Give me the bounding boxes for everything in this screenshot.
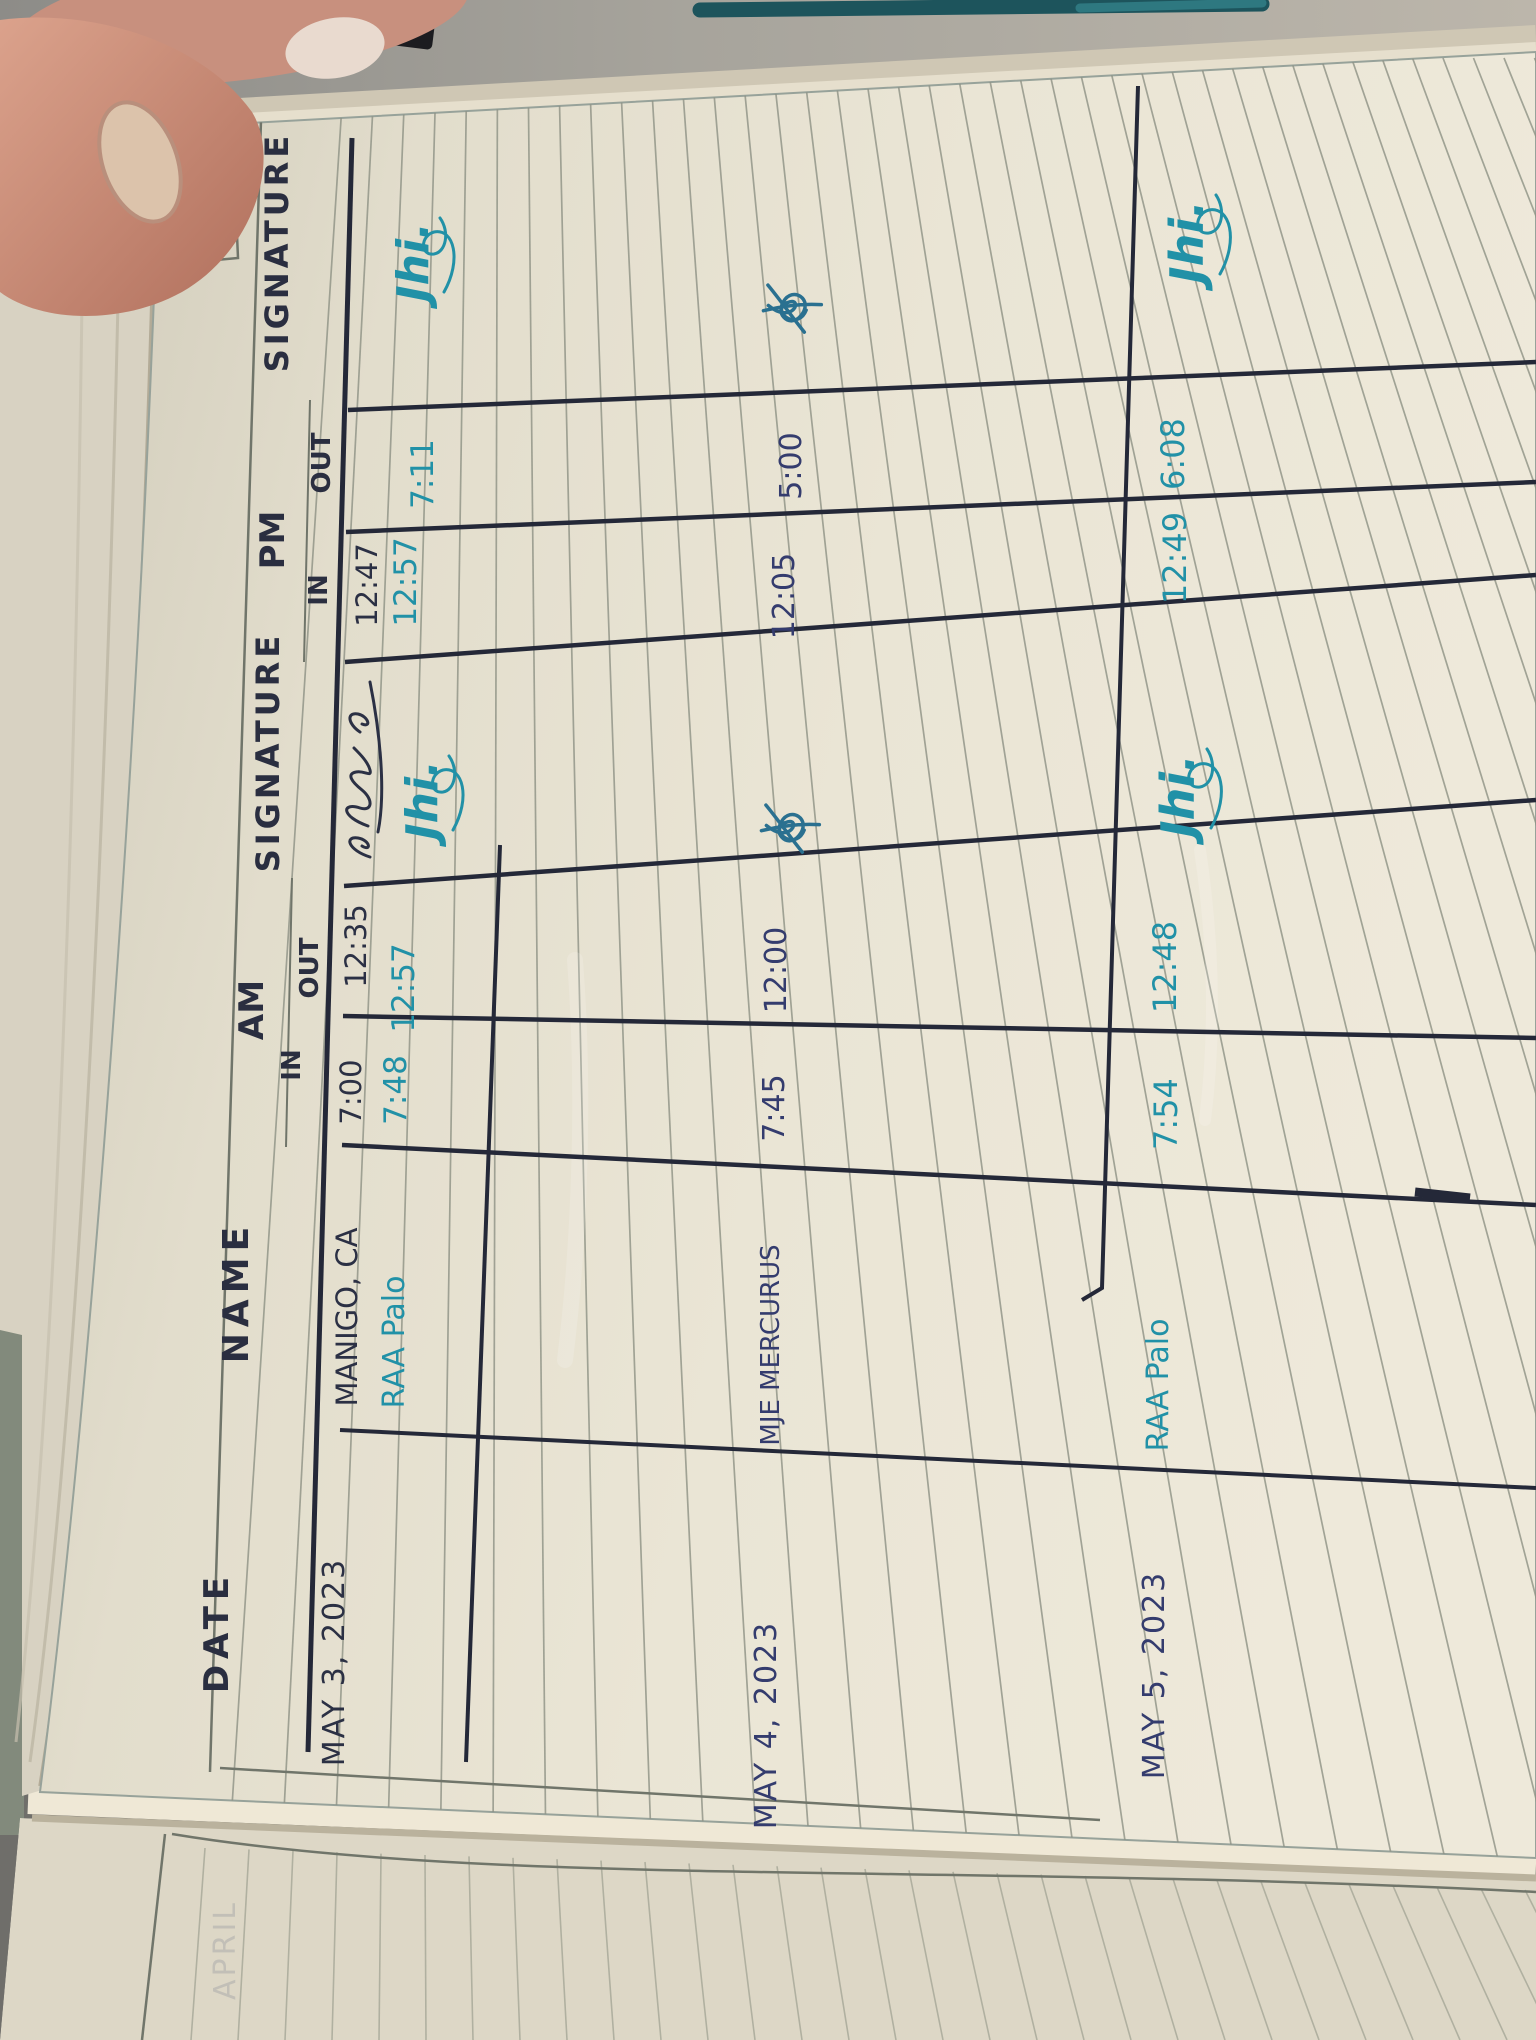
name-cell: MJE MERCURUS (756, 1244, 786, 1445)
am-out-cell: 12:00 (759, 927, 794, 1013)
signature-jhi-am: Jhi. (397, 754, 465, 848)
col-line-amin-name (341, 1142, 1536, 1208)
header-date: DATE (197, 1571, 237, 1693)
col-line-sig2-pmout (347, 359, 1536, 413)
date-cell: MAY 4, 2023 (749, 1621, 784, 1829)
col-line-name-date (339, 1428, 1536, 1490)
thumb-nail (97, 100, 183, 224)
date-cell: MAY 3, 2023 (317, 1558, 352, 1766)
signature-cursive-manigo (345, 680, 384, 859)
row-line-may3-may4 (464, 844, 502, 1763)
teal-object-highlight (1075, 0, 1267, 13)
underlying-table-left-line (140, 1833, 167, 2040)
am-in-cell: 7:00 (334, 1059, 368, 1124)
signature-jhi-am: Jhi. (1151, 747, 1223, 846)
background-sliver (0, 1330, 24, 1835)
header-pm-in: IN (304, 574, 334, 605)
date-cell: MAY 5, 2023 (1137, 1571, 1172, 1779)
col-line-pmin-sig1 (344, 572, 1536, 665)
signature-text: Jhi. (1151, 754, 1205, 845)
am-in-cell: 7:48 (378, 1055, 414, 1125)
underlying-page: APRIL (0, 1818, 1536, 2040)
table-header: DATE NAME AM IN OUT SIGNATURE PM IN OUT … (197, 132, 337, 1693)
signature-text: Jhi. (397, 760, 448, 848)
ink-blob (1414, 1187, 1471, 1203)
header-am: AM (232, 980, 272, 1040)
pm-in-cell: 12:57 (388, 537, 424, 626)
underlying-ruled-lines (190, 1847, 1536, 2040)
logbook-page (38, 50, 1536, 1860)
row-may-4: MAY 4, 2023 MJE MERCURUS 7:45 12:00 12:0… (749, 283, 825, 1829)
signature-text: Jhi. (1160, 200, 1214, 291)
am-out-cell: 12:57 (386, 943, 422, 1032)
header-signature-pm: SIGNATURE (258, 132, 296, 373)
fingertip-highlight (285, 17, 385, 79)
header-am-out: OUT (295, 937, 325, 998)
header-separator-line (305, 137, 355, 1753)
signature-jhi-pm: Jhi. (388, 216, 456, 310)
am-in-cell: 7:54 (1147, 1078, 1185, 1150)
page-edge-roll (27, 1790, 1536, 1876)
table-top-line (208, 87, 264, 1773)
pm-subheader-line (303, 399, 311, 663)
pm-out-cell: 7:11 (405, 439, 441, 509)
signature-text: Jhi. (388, 222, 439, 310)
pm-in-cell: 12:49 (1156, 512, 1194, 604)
header-signature-am: SIGNATURE (249, 632, 287, 873)
ruled-lines (227, 57, 1536, 1858)
am-subheader-line (285, 877, 293, 1148)
table-bottom-pencil-line (219, 1766, 1101, 1822)
name-cell: RAA Palo (1141, 1319, 1176, 1452)
pm-in-cell: 12:05 (767, 553, 802, 639)
header-am-in: IN (277, 1049, 307, 1080)
header-pm-out: OUT (307, 432, 337, 493)
page-edge-under-shadow (31, 1814, 1536, 1882)
pm-out-cell: 5:00 (774, 432, 809, 499)
hand (0, 0, 469, 317)
am-out-cell: 12:48 (1146, 921, 1184, 1013)
page-stack-top-highlight (154, 42, 1536, 130)
col-line-sig1-amout (343, 797, 1536, 889)
col-line-amout-amin (342, 1013, 1536, 1041)
row-line-may4-may5 (1080, 85, 1140, 1302)
am-out-cell: 12:35 (339, 904, 373, 988)
name-cell: MANIGO, CA (330, 1227, 364, 1406)
row-may-3: MAY 3, 2023 MANIGO, CA 7:00 12:35 12:47 … (317, 216, 465, 1766)
page-stack-top-edge (149, 25, 1536, 133)
paper-crease (557, 952, 589, 1368)
paper-crease (1194, 844, 1218, 1126)
am-in-cell: 7:45 (757, 1074, 792, 1141)
header-pm: PM (253, 511, 293, 570)
name-cell: RAA Palo (377, 1276, 412, 1409)
underlying-table-top-line (171, 1832, 1536, 1894)
pm-out-cell: 6:08 (1154, 418, 1192, 490)
pm-in-cell: 12:47 (350, 543, 384, 627)
row-may-5: MAY 5, 2023 RAA Palo 7:54 12:48 Jhi. 12:… (1137, 193, 1232, 1779)
col-line-pmout-pmin (345, 479, 1536, 535)
signature-jhi-pm: Jhi. (1160, 193, 1232, 292)
header-name: NAME (216, 1221, 257, 1363)
ghost-text-april: APRIL (208, 1900, 243, 2000)
